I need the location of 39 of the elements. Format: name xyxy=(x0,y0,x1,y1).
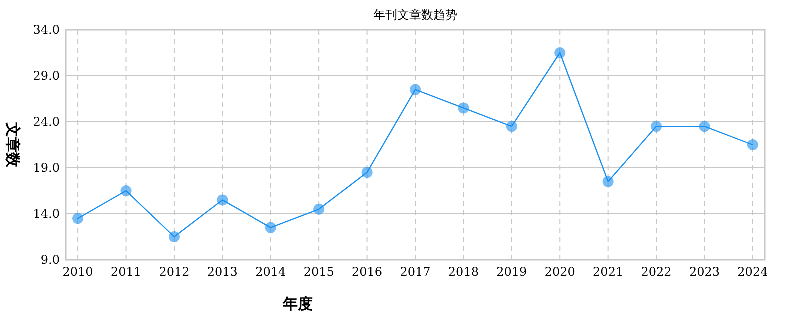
x-tick-label: 2012 xyxy=(159,265,190,279)
point xyxy=(362,167,373,178)
y-axis-title: 文章数 xyxy=(4,122,22,168)
point xyxy=(168,232,180,242)
x-tick-label: 2019 xyxy=(496,265,528,279)
x-tick-label: 2021 xyxy=(593,265,624,279)
x-tick-label: 2018 xyxy=(448,265,479,279)
x-axis-title: 年度 xyxy=(282,295,313,313)
point xyxy=(217,194,228,206)
x-tick-label: 2016 xyxy=(352,265,383,279)
point xyxy=(458,102,470,114)
x-tick-label: 2011 xyxy=(110,265,142,279)
x-tick-label: 2017 xyxy=(400,265,431,279)
point xyxy=(554,48,566,58)
y-tick-label: 14.0 xyxy=(33,207,60,221)
x-tick-label: 2010 xyxy=(62,265,94,279)
x-tick-label: 2024 xyxy=(738,265,769,279)
point xyxy=(120,186,132,196)
x-tick-label: 2014 xyxy=(256,265,287,279)
point xyxy=(72,213,84,224)
x-tick-label: 2013 xyxy=(207,265,238,279)
x-tick-label: 2022 xyxy=(641,265,672,279)
point xyxy=(602,176,614,188)
x-tick-label: 2020 xyxy=(544,265,576,279)
point xyxy=(410,84,421,96)
x-tick-label: 2015 xyxy=(304,265,334,279)
y-tick-label: 19.0 xyxy=(33,161,60,175)
chart-title: 年刊文章数趋势 xyxy=(374,8,458,22)
y-tick-label: 9.0 xyxy=(40,253,60,267)
y-tick-label: 34.0 xyxy=(33,23,60,37)
y-tick-label: 29.0 xyxy=(33,69,60,83)
point xyxy=(314,204,325,215)
point xyxy=(747,140,758,150)
point xyxy=(699,121,710,132)
point xyxy=(265,222,276,234)
point xyxy=(651,121,662,132)
x-tick-label: 2023 xyxy=(689,265,720,279)
point xyxy=(506,121,518,132)
y-tick-label: 24.0 xyxy=(33,115,60,129)
